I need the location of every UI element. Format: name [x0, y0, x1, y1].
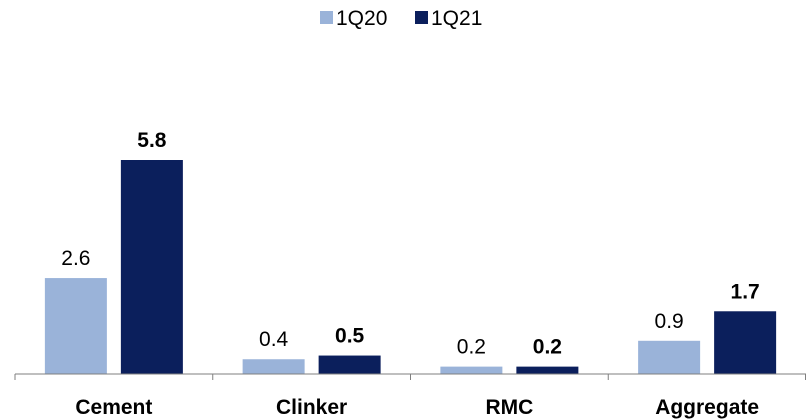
- category-labels-group: Cement Clinker RMC Aggregate: [75, 396, 759, 419]
- bar-cement-1q20: [44, 278, 107, 374]
- data-label-cement-1q21: 5.8: [137, 129, 167, 152]
- legend-label-1q21: 1Q21: [431, 7, 482, 30]
- data-label-aggregate-1q20: 0.9: [655, 310, 684, 333]
- data-label-cement-1q20: 2.6: [61, 247, 90, 270]
- bars-group: [44, 160, 777, 374]
- legend: 1Q20 1Q21: [320, 7, 482, 30]
- category-label-cement: Cement: [75, 396, 152, 419]
- data-label-aggregate-1q21: 1.7: [731, 280, 760, 303]
- legend-swatch-1q21: [415, 11, 428, 24]
- data-label-clinker-1q20: 0.4: [259, 328, 289, 351]
- bar-clinker-1q21: [318, 355, 381, 374]
- legend-swatch-1q20: [320, 11, 333, 24]
- bar-cement-1q21: [120, 160, 183, 374]
- x-axis: [14, 373, 806, 380]
- data-label-rmc-1q20: 0.2: [457, 336, 486, 359]
- bar-rmc-1q21: [516, 366, 579, 374]
- value-labels-group: 2.6 5.8 0.4 0.5 0.2 0.2 0.9 1.7: [61, 129, 759, 359]
- bar-aggregate-1q20: [638, 340, 701, 374]
- category-label-clinker: Clinker: [276, 396, 347, 419]
- bar-rmc-1q20: [440, 366, 503, 374]
- data-label-clinker-1q21: 0.5: [335, 325, 365, 348]
- bar-clinker-1q20: [242, 359, 305, 374]
- data-label-rmc-1q21: 0.2: [533, 336, 562, 359]
- category-label-rmc: RMC: [485, 396, 533, 419]
- category-label-aggregate: Aggregate: [655, 396, 759, 419]
- legend-label-1q20: 1Q20: [336, 7, 387, 30]
- bar-aggregate-1q21: [714, 311, 777, 374]
